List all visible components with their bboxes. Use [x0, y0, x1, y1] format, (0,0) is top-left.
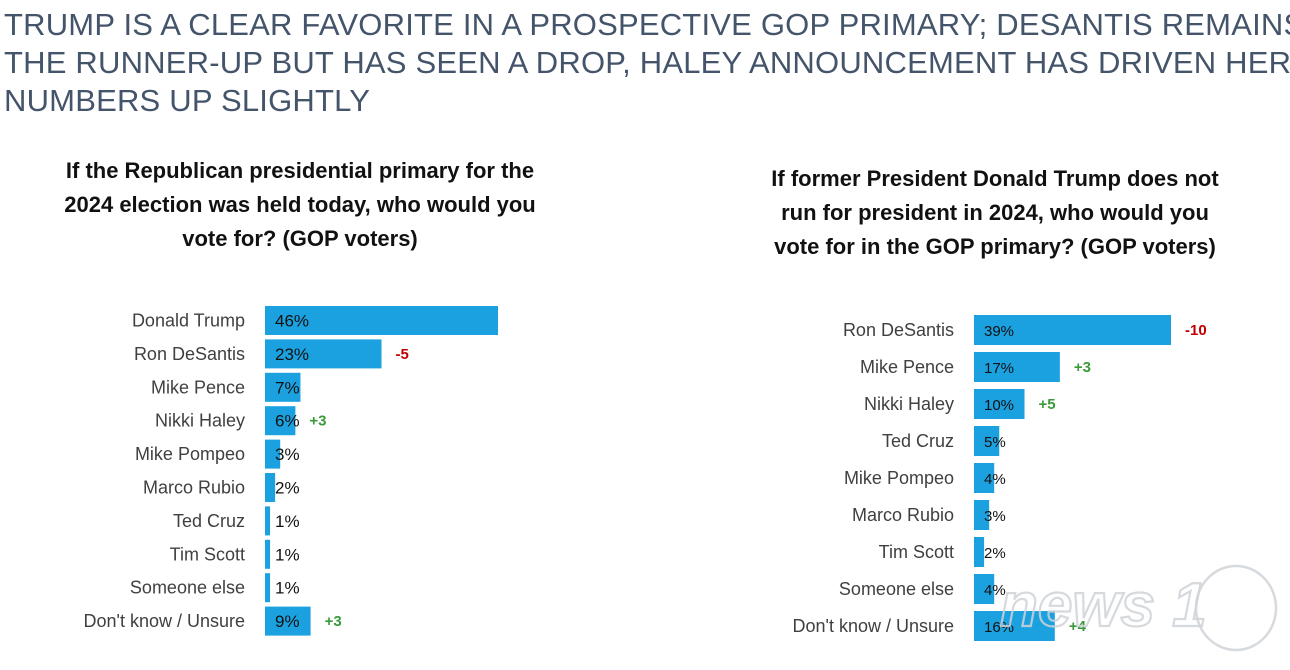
right-change-label: +5	[1039, 396, 1056, 413]
right-category-label: Tim Scott	[879, 542, 954, 562]
right-value-label: 39%	[984, 323, 1014, 340]
left-category-label: Someone else	[130, 578, 245, 598]
right-value-label: 5%	[984, 434, 1006, 451]
headline-line-3: NUMBERS UP SLIGHTLY	[4, 83, 371, 118]
right-bar	[974, 315, 1171, 345]
right-category-label: Don't know / Unsure	[792, 616, 954, 636]
right-change-label: -10	[1185, 322, 1207, 339]
right-bar	[974, 537, 985, 567]
left-change-label: +3	[325, 613, 342, 630]
right-category-label: Mike Pence	[860, 357, 954, 377]
left-value-label: 46%	[275, 312, 309, 331]
headline: TRUMP IS A CLEAR FAVORITE IN A PROSPECTI…	[4, 6, 1290, 120]
right-category-label: Mike Pompeo	[844, 468, 954, 488]
left-bar	[265, 339, 382, 369]
headline-line-1: TRUMP IS A CLEAR FAVORITE IN A PROSPECTI…	[4, 7, 1290, 42]
left-bar	[265, 606, 311, 636]
left-bar	[265, 306, 498, 335]
right-category-label: Marco Rubio	[852, 505, 954, 525]
right-value-label: 4%	[984, 471, 1006, 488]
right-category-label: Nikki Haley	[864, 394, 954, 414]
left-chart-title: If the Republican presidential primary f…	[20, 154, 580, 256]
right-value-label: 17%	[984, 360, 1014, 377]
headline-line-2: THE RUNNER-UP BUT HAS SEEN A DROP, HALEY…	[4, 45, 1290, 80]
right-change-label: +4	[1069, 618, 1087, 635]
right-bar	[974, 389, 1025, 419]
left-bar-chart: Donald Trump 46% Ron DeSantis 23% -5 Mike Pen…	[83, 306, 498, 636]
right-value-label: 16%	[984, 619, 1014, 636]
watermark-text: news 1	[1000, 571, 1207, 640]
right-bar	[974, 352, 1060, 382]
left-bar	[265, 473, 276, 502]
right-chart-title-line-1: If former President Donald Trump does no…	[771, 166, 1219, 191]
left-category-label: Nikki Haley	[155, 411, 245, 431]
left-bar	[265, 406, 296, 436]
right-category-label: Ron DeSantis	[843, 320, 954, 340]
right-bar	[974, 611, 1055, 641]
left-category-label: Don't know / Unsure	[83, 611, 245, 631]
right-value-label: 4%	[984, 582, 1006, 599]
right-change-label: +3	[1074, 359, 1091, 376]
right-chart-title-line-3: vote for in the GOP primary? (GOP voters…	[774, 234, 1216, 259]
left-change-label: +3	[309, 413, 326, 430]
left-value-label: 2%	[275, 479, 300, 498]
left-value-label: 3%	[275, 445, 300, 464]
right-bar	[974, 426, 1000, 456]
left-bar	[265, 539, 271, 569]
right-category-label: Someone else	[839, 579, 954, 599]
left-change-label: -5	[396, 346, 409, 363]
right-bar	[974, 500, 990, 530]
left-category-label: Donald Trump	[132, 311, 245, 331]
left-chart-title-line-2: 2024 election was held today, who would …	[64, 192, 536, 217]
right-category-label: Ted Cruz	[882, 431, 954, 451]
left-value-label: 7%	[275, 378, 300, 397]
left-value-label: 9%	[275, 612, 300, 631]
left-value-label: 23%	[275, 345, 309, 364]
left-value-label: 1%	[275, 579, 300, 598]
news1-logo-icon	[1194, 564, 1278, 652]
right-bar	[974, 463, 995, 493]
left-bar	[265, 573, 271, 603]
left-bar	[265, 506, 271, 536]
left-bar	[265, 439, 281, 469]
left-value-label: 6%	[275, 412, 300, 431]
right-value-label: 10%	[984, 397, 1014, 414]
news1-logo-watermark: news 1	[999, 564, 1278, 652]
right-value-label: 3%	[984, 508, 1006, 525]
left-value-label: 1%	[275, 512, 300, 531]
left-category-label: Mike Pence	[151, 377, 245, 397]
left-category-label: Mike Pompeo	[135, 444, 245, 464]
right-value-label: 2%	[984, 545, 1006, 562]
left-bar	[265, 372, 301, 402]
right-chart-title-line-2: run for president in 2024, who would you	[781, 200, 1209, 225]
left-category-label: Ted Cruz	[173, 511, 245, 531]
left-category-label: Ron DeSantis	[134, 344, 245, 364]
right-bar	[974, 574, 995, 604]
left-chart-title-line-3: vote for? (GOP voters)	[182, 226, 418, 251]
left-chart-title-line-1: If the Republican presidential primary f…	[65, 158, 535, 183]
left-value-label: 1%	[275, 545, 300, 564]
right-chart-title: If former President Donald Trump does no…	[700, 162, 1290, 264]
left-category-label: Marco Rubio	[143, 478, 245, 498]
left-category-label: Tim Scott	[170, 544, 245, 564]
